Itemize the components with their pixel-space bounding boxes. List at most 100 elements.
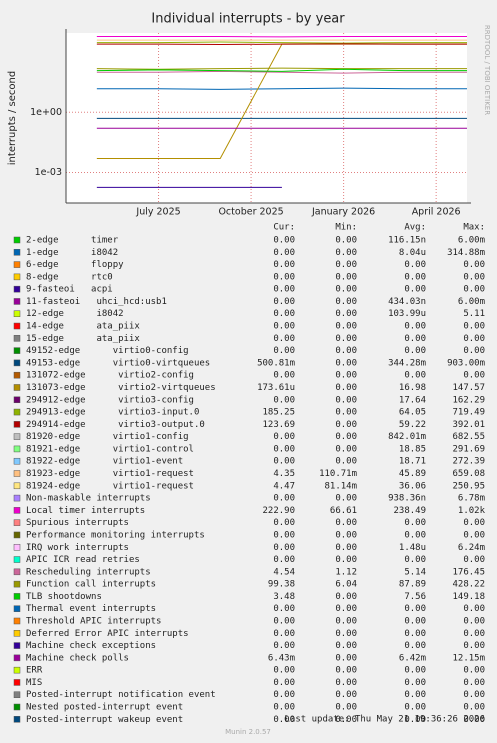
legend-stat: 116.15n [388,236,426,246]
legend-stat: 938.36n [388,494,426,504]
legend-stat: 103.99u [388,309,426,319]
legend-column-header: Cur: [273,223,295,233]
legend-stat: 0.00 [463,530,485,540]
legend-swatch [13,359,21,367]
legend-stat: 0.00 [273,371,295,381]
legend-stat: 18.85 [399,444,426,454]
legend-stat: 392.01 [452,420,485,430]
legend-stat: 0.00 [273,297,295,307]
legend-stat: 1.02k [458,506,486,516]
legend-stat: 434.03n [388,297,426,307]
legend-stat: 0.00 [273,346,295,356]
legend-label: 294914-edge virtio3-output.0 [26,420,205,430]
legend-stat: 0.00 [335,285,357,295]
legend-stat: 5.11 [463,309,485,319]
legend-stat: 0.00 [335,616,357,626]
legend-stat: 0.00 [273,666,295,676]
legend-label: 81923-edge virtio1-request [26,469,194,479]
legend-stat: 0.00 [273,494,295,504]
legend-stat: 0.00 [404,260,426,270]
legend-stat: 0.00 [404,678,426,688]
legend-swatch [13,507,21,514]
legend-stat: 0.00 [273,272,295,282]
legend-label: APIC ICR read retries [26,555,140,565]
legend-stat: 0.00 [404,334,426,344]
legend-swatch [13,421,21,428]
y-tick-label: 1e-03 [35,167,62,178]
legend-label: MIS [26,678,42,688]
legend-stat: 0.00 [335,604,357,614]
legend-label: 15-edge ata_piix [26,334,140,344]
series-line [96,70,467,74]
legend-stat: 0.00 [404,322,426,332]
legend-label: 294912-edge virtio3-config [26,395,194,405]
legend-label: 14-edge ata_piix [26,322,140,332]
legend-stat: 0.00 [463,703,485,713]
legend-stat: 842.01m [388,432,426,442]
legend-label: Nested posted-interrupt event [26,703,183,713]
legend-stat: 272.39 [452,457,485,467]
legend-stat: 0.00 [335,715,357,725]
legend-stat: 291.69 [452,444,485,454]
legend-stat: 0.00 [335,641,357,651]
legend-stat: 0.00 [335,408,357,418]
legend-stat: 0.00 [273,604,295,614]
legend-label: Deferred Error APIC interrupts [26,629,189,639]
legend-stat: 1.48u [399,543,426,553]
legend-stat: 0.00 [404,555,426,565]
legend-label: 6-edge floppy [26,260,124,270]
legend-stat: 0.00 [404,371,426,381]
legend-label: IRQ work interrupts [26,543,129,553]
legend-swatch [13,703,21,711]
legend-stat: 0.00 [463,518,485,528]
legend-swatch [13,654,21,662]
legend-label: 2-edge timer [26,236,119,246]
legend-swatch [13,531,21,539]
legend-stat: 0.00 [404,604,426,614]
legend-stat: 8.04u [399,248,426,258]
legend-stat: 0.00 [335,383,357,393]
legend-swatch [13,285,21,293]
legend-label: TLB shootdowns [26,592,102,602]
legend-stat: 0.00 [463,334,485,344]
legend-stat: 0.00 [273,518,295,528]
legend-swatch [13,666,21,674]
legend-label: Performance monitoring interrupts [26,530,205,540]
legend-swatch [13,716,21,723]
legend-stat: 0.00 [335,666,357,676]
legend-stat: 222.90 [262,506,295,516]
legend-stat: 0.00 [273,260,295,270]
legend-swatch [13,630,21,637]
legend-swatch [13,445,21,453]
legend-stat: 64.05 [399,408,426,418]
legend-label: 9-fasteoi acpi [26,285,113,295]
legend-label: ERR [26,666,43,676]
legend-stat: 0.00 [273,334,295,344]
legend-stat: 0.00 [463,641,485,651]
x-tick-label: July 2025 [135,207,180,218]
legend-stat: 17.64 [399,395,426,405]
legend-stat: 0.00 [273,616,295,626]
legend-stat: 0.00 [335,236,357,246]
legend-swatch [13,298,21,305]
legend-label: 81920-edge virtio1-config [26,432,189,442]
legend-swatch [13,384,21,391]
legend-stat: 12.15m [452,653,485,663]
legend-swatch [13,580,21,588]
legend-stat: 147.57 [452,383,485,393]
legend-label: 294913-edge virtio3-input.0 [26,408,199,418]
legend-swatch [13,236,21,244]
legend-stat: 87.89 [399,580,426,590]
legend-stat: 0.00 [335,530,357,540]
legend-stat: 314.88m [447,248,485,258]
legend-stat: 0.00 [335,395,357,405]
series-line [96,68,467,72]
legend-stat: 0.00 [335,334,357,344]
legend-label: Posted-interrupt wakeup event [26,715,183,725]
legend-stat: 0.00 [335,346,357,356]
legend-swatch [13,568,21,576]
legend-stat: 4.47 [273,481,295,491]
legend-stat: 176.45 [452,567,485,577]
legend-stat: 0.00 [335,555,357,565]
